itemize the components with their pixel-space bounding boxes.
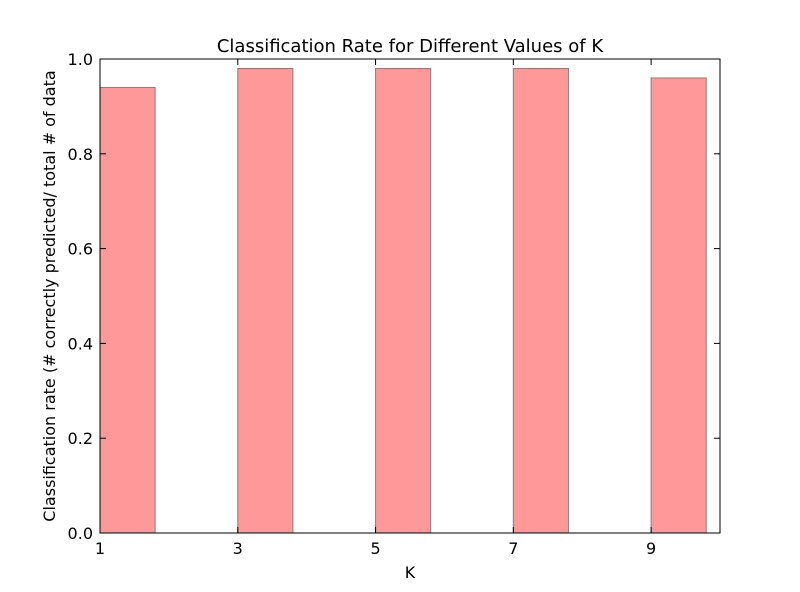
y-tick-label: 0.8 [68, 145, 93, 164]
bar-k-7 [512, 67, 569, 534]
x-axis-label: K [405, 563, 416, 582]
bar-k-1 [99, 86, 156, 534]
ticks-group: 1 3 5 7 9 0.0 0.2 0.4 0.6 0.8 1.0 [68, 50, 720, 558]
y-tick-label: 0.2 [68, 429, 93, 448]
x-tick-label: 7 [508, 539, 518, 558]
x-tick-label: 1 [95, 539, 105, 558]
plot-frame [99, 58, 721, 534]
y-tick-label: 0.0 [68, 524, 93, 543]
chart-title: Classification Rate for Different Values… [217, 36, 604, 57]
bar-k-9 [650, 77, 707, 534]
y-tick-label: 0.4 [68, 334, 93, 353]
x-tick-label: 5 [370, 539, 380, 558]
bars-group [99, 67, 707, 534]
x-tick-label: 9 [646, 539, 656, 558]
bar-k-5 [375, 67, 432, 534]
bar-k-3 [237, 67, 294, 534]
y-axis-label: Classification rate (# correctly predict… [40, 70, 59, 521]
y-tick-label: 1.0 [68, 50, 93, 69]
x-tick-label: 3 [233, 539, 243, 558]
y-tick-label: 0.6 [68, 240, 93, 259]
